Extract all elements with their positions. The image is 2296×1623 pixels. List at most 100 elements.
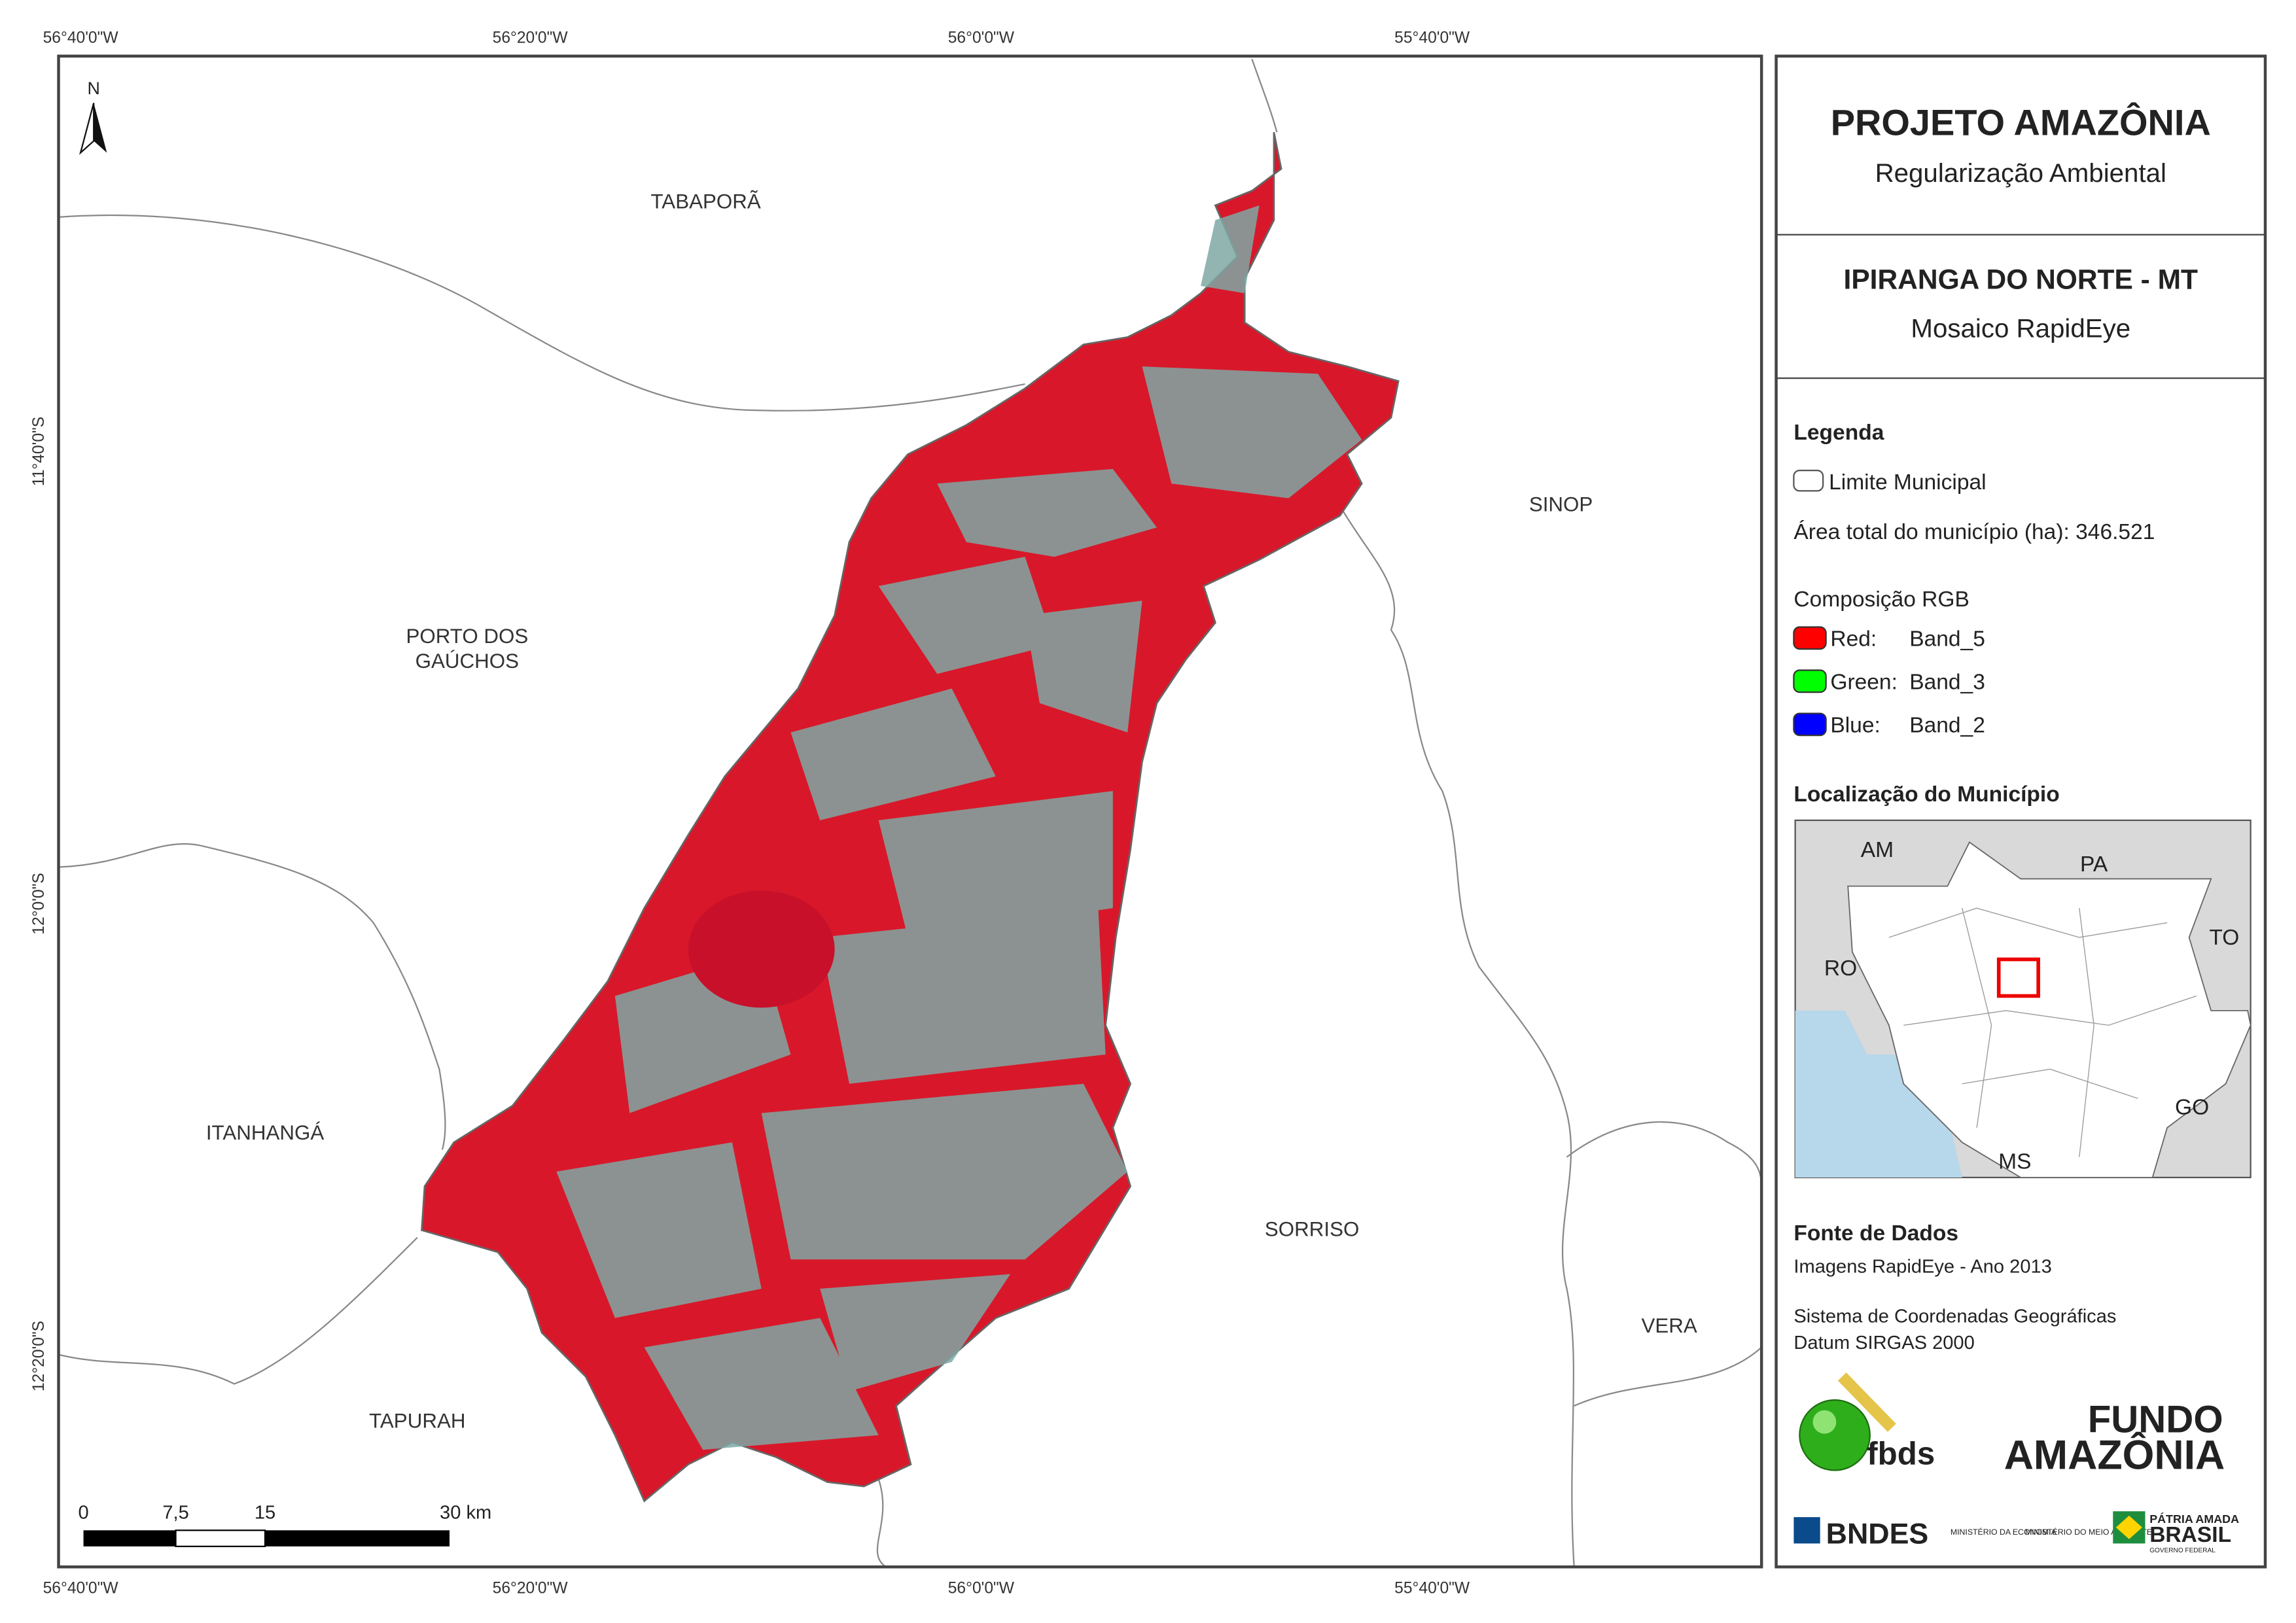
source-line: Datum SIRGAS 2000 xyxy=(1793,1333,1974,1353)
lat-label: 11°40'0"S xyxy=(30,417,48,486)
band-channel: Green: xyxy=(1830,671,1898,695)
band-name: Band_5 xyxy=(1909,627,1985,652)
lat-label: 12°20'0"S xyxy=(30,1321,48,1391)
logo-text: BRASIL xyxy=(2149,1523,2231,1547)
band-name: Band_3 xyxy=(1909,671,1985,695)
map-feature xyxy=(1142,366,1362,498)
band-channel: Red: xyxy=(1830,627,1877,652)
map-feature xyxy=(878,791,1113,937)
boundary-line xyxy=(1251,58,1278,133)
lon-label: 56°40'0"W xyxy=(43,29,119,47)
panel-subtitle: Regularização Ambiental xyxy=(1875,158,2166,188)
scale-label: 30 km xyxy=(440,1502,491,1523)
north-label: N xyxy=(88,79,100,98)
source-line: Sistema de Coordenadas Geográficas xyxy=(1793,1306,2116,1327)
boundary-line xyxy=(58,1236,418,1385)
logo-shape xyxy=(1793,1517,1820,1544)
map-feature xyxy=(761,1083,1128,1260)
state-label: RO xyxy=(1824,956,1857,981)
boundary-line xyxy=(1574,1346,1762,1407)
map-feature xyxy=(1025,601,1142,733)
place-label: ITANHANGÁ xyxy=(206,1121,325,1144)
lon-label: 55°40'0"W xyxy=(1394,29,1470,47)
lon-label: 56°0'0"W xyxy=(948,1580,1015,1597)
boundary-line xyxy=(58,214,1025,411)
band-swatch xyxy=(1793,669,1827,693)
band-swatch xyxy=(1793,712,1827,737)
boundary-line xyxy=(58,843,446,1150)
side-panel xyxy=(1775,54,2267,1569)
map-feature xyxy=(878,557,1055,674)
logo-text: GOVERNO FEDERAL xyxy=(2149,1547,2216,1554)
logo-shape xyxy=(1799,1399,1871,1471)
lon-label: 56°40'0"W xyxy=(43,1580,119,1597)
band-name: Band_2 xyxy=(1909,714,1985,738)
locator-highlight xyxy=(1996,957,2040,998)
state-label: GO xyxy=(2175,1096,2209,1120)
scale-label: 15 xyxy=(255,1502,275,1523)
scale-label: 0 xyxy=(78,1502,88,1523)
logo-text: fbds xyxy=(1867,1436,1935,1472)
logo-text: MINISTÉRIO DA ECONOMIA xyxy=(1951,1527,2057,1537)
map-feature xyxy=(790,688,996,820)
band-channel: Blue: xyxy=(1830,714,1880,738)
map-frame xyxy=(57,54,1763,1569)
map-feature xyxy=(644,1318,879,1450)
state-label: MS xyxy=(1998,1150,2031,1174)
band-swatch xyxy=(1793,626,1827,650)
forest-block xyxy=(688,890,835,1008)
state-label: AM xyxy=(1861,838,1894,862)
place-label: SINOP xyxy=(1529,493,1593,516)
river-line xyxy=(1339,505,1575,1567)
panel-title: PROJETO AMAZÔNIA xyxy=(1831,102,2211,143)
map-feature xyxy=(820,1274,1011,1391)
area-text: Área total do município (ha): 346.521 xyxy=(1793,520,2155,544)
boundary-line xyxy=(1566,1121,1762,1187)
scale-segment xyxy=(175,1529,266,1548)
locator-water xyxy=(1795,1010,1962,1178)
lat-label: 12°0'0"S xyxy=(30,873,48,934)
rgb-title: Composição RGB xyxy=(1793,587,1969,612)
logo-shape xyxy=(1837,1372,1896,1432)
river-line xyxy=(876,1478,887,1567)
place-label: PORTO DOS xyxy=(406,625,528,648)
boundary-swatch xyxy=(1793,469,1824,492)
state-label: TO xyxy=(2209,926,2239,950)
logo-shape xyxy=(1812,1410,1837,1434)
scale-segment xyxy=(83,1530,176,1546)
product-name: Mosaico RapidEye xyxy=(1911,313,2130,343)
place-label: VERA xyxy=(1642,1314,1697,1337)
place-label: SORRISO xyxy=(1265,1217,1359,1240)
scale-segment xyxy=(265,1530,450,1546)
lon-label: 56°0'0"W xyxy=(948,29,1015,47)
place-label: TABAPORÃ xyxy=(651,190,761,213)
map-feature xyxy=(937,468,1157,557)
logo-text: BNDES xyxy=(1826,1517,1929,1550)
band-legend: Red: Band_5 Green: Band_3 Blue: Band_2 xyxy=(1793,626,1985,738)
scale-label: 7,5 xyxy=(162,1502,188,1523)
location-title: Localização do Município xyxy=(1793,782,2059,807)
municipality-name: IPIRANGA DO NORTE - MT xyxy=(1844,265,2198,296)
place-label: GAÚCHOS xyxy=(415,650,519,672)
logo-text: FUNDO xyxy=(2088,1398,2223,1440)
map-body xyxy=(58,56,1762,1567)
map-feature xyxy=(1201,205,1260,294)
state-label: PA xyxy=(2080,852,2108,877)
lon-label: 55°40'0"W xyxy=(1394,1580,1470,1597)
place-label: TAPURAH xyxy=(369,1410,465,1433)
sources-title: Fonte de Dados xyxy=(1793,1221,1958,1246)
lon-label: 56°20'0"W xyxy=(493,29,569,47)
legend-title: Legenda xyxy=(1793,421,1884,445)
logo-text: AMAZÔNIA xyxy=(2004,1431,2225,1478)
source-line: Imagens RapidEye - Ano 2013 xyxy=(1793,1256,2051,1277)
legend-item: Limite Municipal xyxy=(1829,470,1987,495)
imagery-patches xyxy=(556,205,1362,1450)
map-feature xyxy=(820,908,1106,1084)
map-feature xyxy=(556,1142,762,1318)
locator-municipalities xyxy=(1888,907,2197,1157)
logo-text: PÁTRIA AMADA xyxy=(2149,1512,2239,1526)
north-arrow xyxy=(94,103,107,153)
lon-label: 56°20'0"W xyxy=(493,1580,569,1597)
